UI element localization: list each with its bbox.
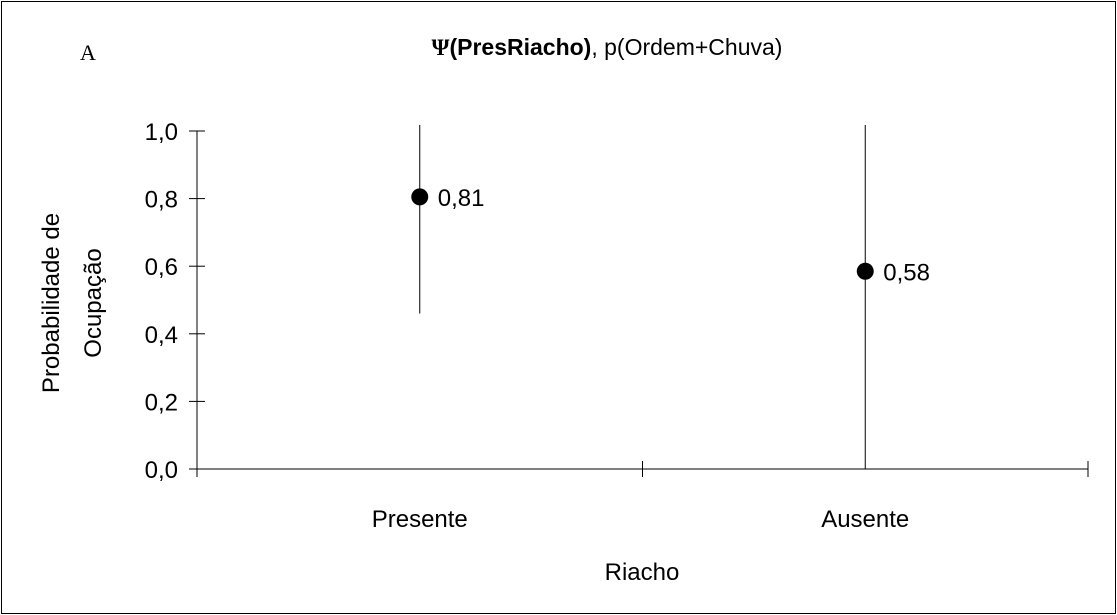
data-label: 0,58 — [883, 259, 930, 286]
y-ticks-group: 0,0 0,2 0,4 0,6 0,8 1,0 — [145, 119, 205, 484]
x-ticks-group: Presente Ausente — [196, 461, 1089, 533]
y-tick-label: 0,0 — [145, 457, 178, 484]
data-label: 0,81 — [438, 185, 485, 212]
title-bold-part: (PresRiacho) — [449, 34, 591, 60]
title-psi: Ψ — [432, 35, 450, 60]
y-axis-label-line1: Probabilidade de — [38, 213, 65, 393]
data-point — [411, 188, 429, 206]
data-point — [856, 262, 874, 280]
x-tick-label: Ausente — [821, 506, 909, 533]
y-tick-label: 0,4 — [145, 322, 178, 349]
panel-letter: A — [80, 40, 96, 65]
y-tick-label: 0,2 — [145, 389, 178, 416]
data-marks-group: 0,81 0,58 — [411, 125, 930, 469]
title-rest: , p(Ordem+Chuva) — [591, 34, 782, 60]
x-axis-label: Riacho — [605, 559, 680, 586]
x-tick-label: Presente — [372, 506, 468, 533]
y-tick-label: 0,6 — [145, 254, 178, 281]
y-tick-label: 1,0 — [145, 119, 178, 146]
y-axis-label-line2: Ocupação — [80, 248, 107, 357]
y-tick-label: 0,8 — [145, 187, 178, 214]
chart-title: Ψ(PresRiacho), p(Ordem+Chuva) — [432, 34, 783, 60]
